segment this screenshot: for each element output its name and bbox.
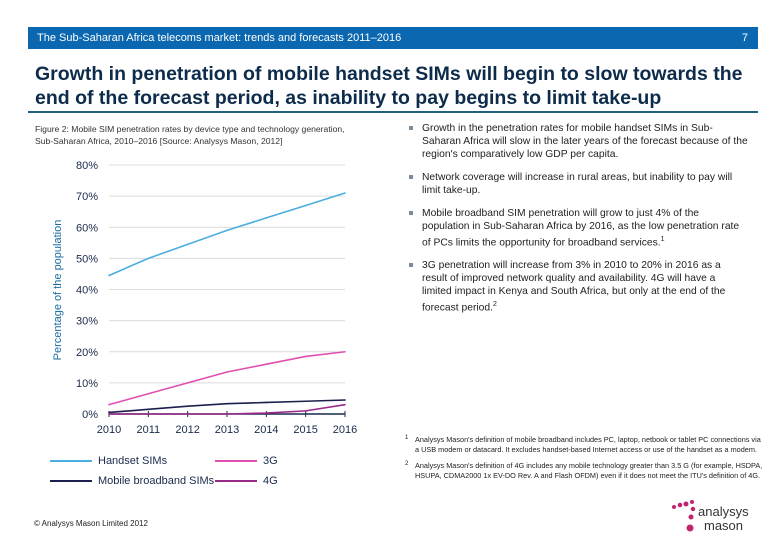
legend-item: Handset SIMs: [50, 455, 167, 467]
logo-text-2: mason: [704, 518, 744, 533]
data-point: [304, 204, 307, 207]
y-tick-label: 0%: [82, 409, 98, 421]
x-tick-label: 2014: [254, 424, 278, 436]
footnote: 1 Analysys Mason's definition of mobile b…: [405, 435, 765, 455]
y-tick-label: 30%: [76, 316, 98, 328]
data-point: [226, 413, 228, 415]
series-line-3g: [108, 350, 346, 406]
data-point: [108, 403, 110, 406]
x-tick-label: 2015: [293, 424, 317, 436]
x-tick-label: 2016: [333, 424, 357, 436]
data-point: [265, 412, 268, 414]
data-point: [344, 403, 346, 406]
data-point: [226, 229, 228, 232]
legend-label: 4G: [263, 475, 278, 487]
data-point: [147, 392, 150, 395]
y-tick-label: 60%: [76, 222, 98, 234]
bullet-text: 3G penetration will increase from 3% in …: [422, 260, 726, 314]
data-point: [186, 382, 189, 384]
data-point: [265, 217, 268, 219]
data-point: [147, 413, 150, 415]
bullet-text: Mobile broadband SIM penetration will gr…: [422, 208, 740, 249]
y-tick-label: 20%: [76, 347, 98, 359]
data-point: [108, 413, 110, 415]
legend-item: Mobile broadband SIMs: [50, 475, 214, 487]
legend-swatch: [215, 460, 257, 462]
analysys-mason-logo: analysys mason: [670, 495, 760, 535]
data-point: [304, 355, 307, 358]
data-point: [265, 363, 268, 365]
y-tick-label: 70%: [76, 191, 98, 203]
page-number: 7: [741, 32, 748, 44]
footnote-text: Analysys Mason's definition of 4G includ…: [415, 461, 763, 480]
bullet-text: Network coverage will increase in rural …: [422, 172, 733, 196]
data-point: [226, 371, 228, 373]
x-tick-label: 2011: [137, 424, 161, 436]
legend-swatch: [50, 480, 92, 482]
footnote-number: 2: [405, 461, 409, 467]
footnote-ref: 1: [660, 236, 665, 243]
bullet-item: Growth in the penetration rates for mobi…: [408, 122, 748, 161]
data-point: [186, 243, 189, 246]
title-divider: [28, 111, 758, 113]
legend-swatch: [215, 480, 257, 482]
bullet-item: 3G penetration will increase from 3% in …: [408, 259, 748, 314]
data-point: [186, 405, 189, 408]
header-bar: The Sub-Saharan Africa telecoms market: …: [28, 27, 758, 49]
data-point: [108, 274, 110, 277]
data-point: [147, 257, 150, 260]
data-point: [344, 399, 346, 401]
data-point: [108, 411, 110, 414]
report-title: The Sub-Saharan Africa telecoms market: …: [37, 32, 402, 44]
footnote-ref: 2: [492, 301, 497, 309]
bullet-item: Mobile broadband SIM penetration will gr…: [408, 207, 748, 249]
footnote-number: 1: [405, 435, 409, 441]
bullet-text: Growth in the penetration rates for mobi…: [422, 123, 748, 160]
y-tick-label: 40%: [76, 285, 98, 297]
bullet-list: Growth in the penetration rates for mobi…: [408, 122, 748, 325]
x-tick-label: 2010: [97, 424, 121, 436]
footnote: 2 Analysys Mason's definition of 4G inclu…: [405, 461, 765, 481]
data-point: [147, 408, 150, 411]
data-point: [186, 413, 189, 415]
legend-item: 4G: [215, 475, 278, 487]
figure-caption: Figure 2: Mobile SIM penetration rates b…: [35, 124, 345, 146]
data-point: [344, 192, 346, 194]
data-point: [304, 400, 307, 403]
x-tick-label: 2012: [175, 424, 199, 436]
footnote-text: Analysys Mason's definition of mobile br…: [415, 435, 761, 454]
y-axis-label: Percentage of the population: [52, 220, 64, 361]
data-point: [344, 350, 346, 353]
legend-swatch: [50, 460, 92, 462]
logo-dots-icon: [672, 500, 696, 532]
y-tick-label: 10%: [76, 378, 98, 390]
page-title: Growth in penetration of mobile handset …: [35, 63, 743, 109]
data-point: [304, 410, 307, 412]
footnotes: 1 Analysys Mason's definition of mobile b…: [405, 435, 765, 487]
y-tick-label: 50%: [76, 253, 98, 265]
legend-label: 3G: [263, 455, 278, 467]
data-point: [265, 401, 268, 404]
data-point: [226, 402, 228, 405]
logo-text-1: analysys: [698, 504, 749, 519]
legend-item: 3G: [215, 455, 278, 467]
bullet-item: Network coverage will increase in rural …: [408, 171, 748, 197]
legend-label: Handset SIMs: [98, 455, 168, 467]
y-tick-label: 80%: [76, 160, 98, 172]
x-tick-label: 2013: [215, 424, 239, 436]
legend-label: Mobile broadband SIMs: [98, 475, 215, 487]
series-line-handset-sims: [108, 192, 346, 277]
copyright: © Analysys Mason Limited 2012: [34, 519, 148, 528]
line-chart: 0% 10% 20% 30% 40% 50% 60% 70% 80% 2010 2011 2012 20…: [52, 160, 357, 436]
